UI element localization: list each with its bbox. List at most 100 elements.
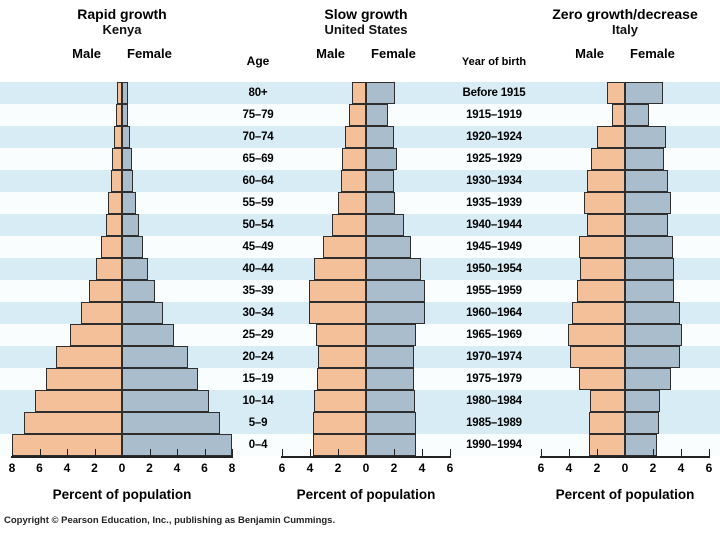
male-bar-25–29: [315, 324, 366, 346]
female-bar-60–64: [122, 170, 133, 192]
axis-tick-label: 4: [677, 461, 685, 475]
axis-tick-label: 0: [118, 461, 126, 475]
panel-header-italy: Zero growth/decrease Italy: [515, 6, 720, 37]
x-axis-caption-united-states: Percent of population: [296, 487, 436, 502]
male-bar-80+: [352, 82, 366, 104]
female-bar-25–29: [625, 324, 683, 346]
age-column-header: Age: [246, 54, 270, 68]
male-bar-25–29: [567, 324, 625, 346]
male-bar-65–69: [342, 148, 366, 170]
male-bar-45–49: [322, 236, 366, 258]
axis-tick-label: 0: [362, 461, 370, 475]
axis-tick: [338, 449, 339, 456]
male-bar-0–4: [589, 434, 625, 456]
sex-labels-italy: Male Female: [515, 46, 720, 61]
male-bar-70–74: [597, 126, 625, 148]
male-bar-80+: [116, 82, 122, 104]
copyright-notice: Copyright © Pearson Education, Inc., pub…: [4, 515, 336, 526]
male-bar-75–79: [349, 104, 366, 126]
birth-year-label: 1980–1984: [466, 395, 522, 407]
birth-year-label: Before 1915: [462, 87, 526, 99]
birth-year-label: 1990–1994: [466, 439, 522, 451]
birth-year-label: 1965–1969: [466, 329, 522, 341]
age-group-label: 40–44: [242, 263, 274, 275]
female-bar-70–74: [625, 126, 666, 148]
age-group-label: 45–49: [242, 241, 274, 253]
age-group-label: 55–59: [242, 197, 274, 209]
birth-year-label: 1950–1954: [466, 263, 522, 275]
axis-tick: [422, 449, 423, 456]
female-bar-5–9: [122, 412, 220, 434]
female-bar-55–59: [625, 192, 672, 214]
male-bar-10–14: [590, 390, 625, 412]
male-bar-15–19: [317, 368, 366, 390]
female-bar-60–64: [366, 170, 394, 192]
male-bar-50–54: [105, 214, 122, 236]
axis-tick-label: 6: [537, 461, 545, 475]
female-bar-45–49: [625, 236, 673, 258]
axis-tick: [653, 449, 654, 456]
female-bar-55–59: [366, 192, 396, 214]
male-bar-15–19: [46, 368, 122, 390]
female-column-label: Female: [371, 46, 416, 61]
female-bar-70–74: [122, 126, 130, 148]
age-group-label: 10–14: [242, 395, 274, 407]
axis-tick-label: 6: [201, 461, 208, 475]
birth-year-label: 1975–1979: [466, 373, 522, 385]
male-bar-5–9: [24, 412, 122, 434]
axis-tick-label: 2: [334, 461, 342, 475]
country-name: Kenya: [102, 22, 142, 37]
female-bar-75–79: [366, 104, 389, 126]
birth-year-label: 1915–1919: [466, 109, 522, 121]
male-bar-10–14: [314, 390, 366, 412]
age-group-label: 60–64: [242, 175, 274, 187]
axis-tick-label: 2: [91, 461, 98, 475]
age-group-label: 0–4: [248, 439, 268, 451]
male-bar-60–64: [111, 170, 122, 192]
axis-tick-label: 8: [228, 461, 236, 475]
age-group-label: 5–9: [248, 417, 268, 429]
female-column-label: Female: [127, 46, 172, 61]
birth-year-label: 1955–1959: [466, 285, 522, 297]
female-bar-60–64: [625, 170, 669, 192]
x-axis-line: [540, 456, 710, 458]
axis-tick: [39, 449, 41, 456]
axis-tick-label: 2: [593, 461, 601, 475]
growth-type-title: Rapid growth: [77, 6, 167, 22]
female-bar-80+: [625, 82, 663, 104]
x-axis-caption-kenya: Percent of population: [52, 487, 192, 502]
female-column-label: Female: [630, 46, 675, 61]
female-bar-80+: [366, 82, 396, 104]
male-bar-35–39: [308, 280, 366, 302]
axis-tick: [569, 449, 570, 456]
axis-tick-label: 6: [446, 461, 454, 475]
male-bar-40–44: [314, 258, 366, 280]
sex-labels-kenya: Male Female: [12, 46, 232, 61]
age-group-label: 15–19: [242, 373, 274, 385]
axis-tick-label: 2: [390, 461, 398, 475]
male-bar-80+: [606, 82, 625, 104]
axis-tick: [149, 449, 151, 456]
panel-header-kenya: Rapid growth Kenya: [12, 6, 232, 37]
female-bar-50–54: [122, 214, 139, 236]
male-bar-75–79: [115, 104, 122, 126]
birth-year-label: 1925–1929: [466, 153, 522, 165]
axis-tick: [681, 449, 682, 456]
axis-tick: [597, 449, 598, 456]
male-column-label: Male: [575, 46, 605, 61]
x-axis-line: [11, 456, 233, 458]
female-bar-55–59: [122, 192, 136, 214]
male-bar-55–59: [338, 192, 366, 214]
male-bar-70–74: [114, 126, 122, 148]
female-bar-35–39: [122, 280, 155, 302]
female-bar-45–49: [122, 236, 143, 258]
male-bar-20–24: [570, 346, 625, 368]
female-bar-15–19: [366, 368, 414, 390]
female-bar-5–9: [366, 412, 417, 434]
axis-tick-label: 6: [278, 461, 286, 475]
male-bar-50–54: [332, 214, 366, 236]
axis-tick-label: 2: [649, 461, 657, 475]
birth-year-label: 1960–1964: [466, 307, 522, 319]
age-group-label: 25–29: [242, 329, 274, 341]
age-group-label: 75–79: [242, 109, 274, 121]
